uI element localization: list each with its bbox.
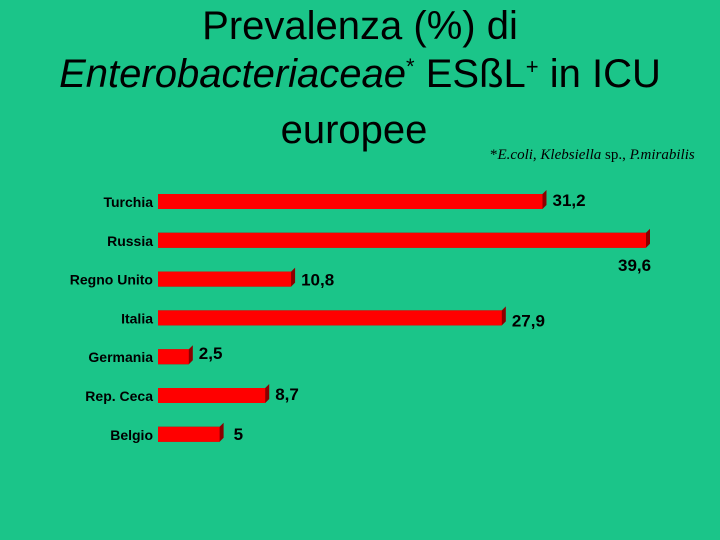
chart-title-line-3: europee [280, 108, 428, 152]
footnote-ecoli: E.coli [497, 147, 533, 163]
bar-italia [158, 310, 502, 326]
bar-russia [158, 232, 646, 248]
footnote-pmirabilis: P.mirabilis [629, 147, 695, 163]
footnote-sep-2: , [622, 147, 630, 163]
value-label-russia: 39,6 [618, 256, 651, 275]
title-icu: in ICU [538, 52, 661, 96]
bar-belgio [158, 426, 220, 442]
footnote-sep-1: , [532, 147, 541, 163]
title-asterisk: * [406, 54, 415, 79]
value-label-rep-ceca: 8,7 [275, 385, 299, 404]
bar-regno-unito [158, 271, 292, 287]
category-label-italia: Italia [121, 310, 153, 326]
category-label-rep-ceca: Rep. Ceca [85, 388, 153, 404]
title-plus: + [525, 54, 539, 79]
category-label-turchia: Turchia [103, 194, 153, 210]
category-label-germania: Germania [88, 349, 153, 365]
footnote: *E.coli, Klebsiella sp., P.mirabilis [490, 147, 695, 164]
title-esbl: ESßL [414, 52, 526, 96]
value-label-regno-unito: 10,8 [301, 271, 334, 290]
category-label-russia: Russia [107, 233, 153, 249]
category-label-regno-unito: Regno Unito [70, 272, 153, 288]
value-label-belgio: 5 [234, 425, 243, 444]
footnote-sp: sp. [601, 147, 623, 163]
value-label-italia: 27,9 [512, 311, 545, 330]
footnote-klebsiella: Klebsiella [540, 147, 602, 163]
chart-title-line-2: Enterobacteriaceae* ESßL+ in ICU [0, 54, 720, 94]
bar-rep-ceca [158, 388, 266, 403]
category-label-belgio: Belgio [110, 427, 153, 443]
chart-title-line-1: Prevalenza (%) di [202, 4, 518, 48]
bar-turchia [158, 194, 543, 209]
value-label-germania: 2,5 [199, 344, 223, 363]
title-organism: Enterobacteriaceae [59, 52, 407, 96]
bar-germania [158, 349, 189, 365]
value-label-turchia: 31,2 [552, 191, 585, 210]
footnote-asterisk: * [490, 147, 498, 163]
